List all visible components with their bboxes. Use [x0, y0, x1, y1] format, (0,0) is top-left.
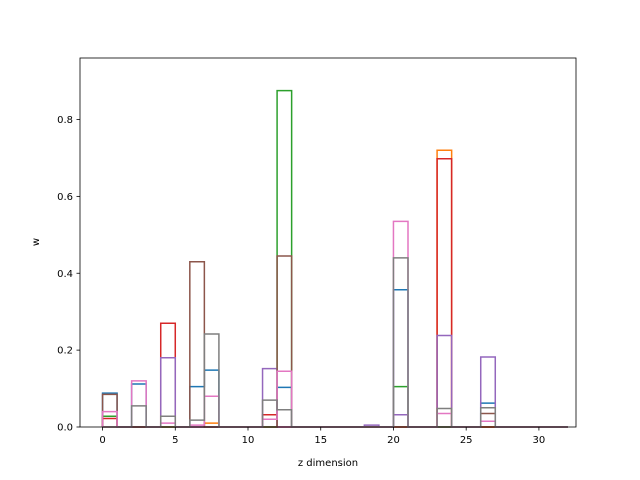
x-tick-label: 25: [460, 435, 473, 446]
axes: 0 5 10 15 20 25 30 0.0 0.2 0.4 0.6 0.8: [57, 57, 577, 446]
x-tick-label: 0: [99, 435, 105, 446]
y-tick-label: 0.4: [57, 269, 73, 280]
y-tick-label: 0.2: [57, 346, 73, 357]
axes-frame: [79, 57, 577, 428]
x-tick-label: 15: [314, 435, 327, 446]
x-tick-label: 20: [387, 435, 400, 446]
x-tick-label: 5: [172, 435, 178, 446]
x-axis-label: z dimension: [298, 458, 358, 469]
y-tick-label: 0.0: [57, 423, 73, 434]
y-axis-label: w: [31, 238, 42, 246]
x-tick-label: 30: [533, 435, 546, 446]
y-tick-label: 0.6: [57, 192, 73, 203]
x-tick-label: 10: [242, 435, 255, 446]
y-tick-label: 0.8: [57, 115, 73, 126]
